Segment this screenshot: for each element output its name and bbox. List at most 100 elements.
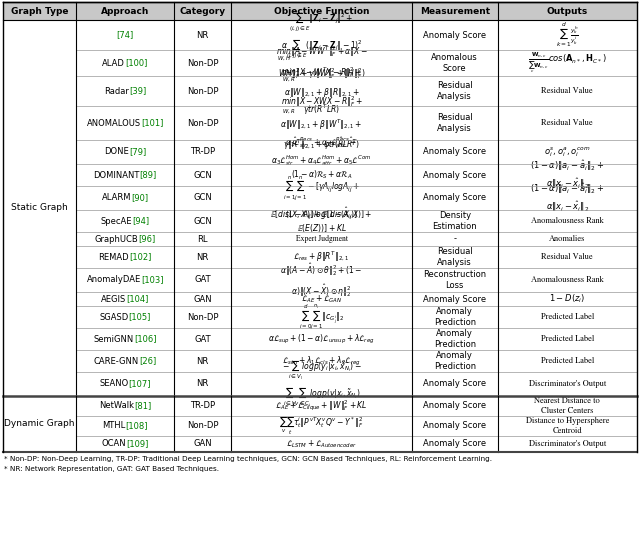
Text: GAT: GAT — [195, 335, 211, 343]
Text: [108]: [108] — [125, 422, 148, 430]
Text: [106]: [106] — [134, 335, 156, 343]
Text: Predicted Label: Predicted Label — [541, 335, 594, 343]
Text: Non-DP: Non-DP — [187, 422, 218, 430]
Text: [81]: [81] — [134, 401, 151, 411]
Text: Anomalies: Anomalies — [549, 235, 586, 243]
Text: [26]: [26] — [139, 356, 156, 366]
Text: ALARM: ALARM — [102, 194, 131, 202]
Text: Non-DP: Non-DP — [187, 59, 218, 67]
Text: [100]: [100] — [125, 59, 148, 67]
Text: Predicted Label: Predicted Label — [541, 313, 594, 321]
Text: TR-DP: TR-DP — [190, 147, 215, 157]
Text: MTHL: MTHL — [102, 422, 125, 430]
Text: $\frac{\mathbf{W}_{n,c}}{\sum_c \mathbf{W}_{n,c}}cos(\mathbf{A}_{n*}, \mathbf{H}: $\frac{\mathbf{W}_{n,c}}{\sum_c \mathbf{… — [528, 51, 607, 76]
Text: Density
Estimation: Density Estimation — [433, 211, 477, 231]
Text: Anomalousness Rank: Anomalousness Rank — [531, 276, 604, 284]
Text: GAN: GAN — [193, 440, 212, 448]
Text: RL: RL — [198, 234, 208, 244]
Text: $o_i^s, o_i^a, o_i^{com}$: $o_i^s, o_i^a, o_i^{com}$ — [544, 145, 591, 159]
Text: GAN: GAN — [193, 294, 212, 304]
Text: GCN: GCN — [193, 194, 212, 202]
Text: -: - — [453, 234, 456, 244]
Text: Residual Value: Residual Value — [541, 87, 593, 95]
Text: $\mathcal{L}_{sim} + \lambda_1\mathcal{L}_{cls} + \lambda_2\mathcal{L}_{reg}$: $\mathcal{L}_{sim} + \lambda_1\mathcal{L… — [282, 355, 361, 368]
Text: Non-DP: Non-DP — [187, 86, 218, 96]
Text: NetWalk: NetWalk — [99, 401, 134, 411]
Text: Anomaly Score: Anomaly Score — [423, 422, 486, 430]
Text: $\underset{W,H}{min}\|A - WW^T\|_F^2 + \alpha\|X -$
$WH\|_F^2 + \gamma(\|W\|_F^2: $\underset{W,H}{min}\|A - WW^T\|_F^2 + \… — [276, 45, 367, 81]
Text: $\underset{W,R}{min}\|X - W^TX - R\|_F^2 +$
$\alpha\|W\|_{2,1} + \beta\|R\|_{2,1: $\underset{W,R}{min}\|X - W^TX - R\|_F^2… — [281, 65, 362, 117]
Text: Static Graph: Static Graph — [11, 203, 68, 213]
Text: CARE-GNN: CARE-GNN — [94, 356, 139, 366]
Text: NR: NR — [196, 30, 209, 40]
Text: TR-DP: TR-DP — [190, 401, 215, 411]
Text: $\sum_{k=1}^{d}\frac{y_k^h}{y_k^i}$: $\sum_{k=1}^{d}\frac{y_k^h}{y_k^i}$ — [556, 21, 579, 50]
Text: $\mathcal{L}_{AE} + \mathcal{L}_{Clique} + \|W\|_F^2 + KL$: $\mathcal{L}_{AE} + \mathcal{L}_{Clique}… — [275, 399, 368, 413]
Text: Discriminator's Output: Discriminator's Output — [529, 380, 606, 388]
Text: $(1-\alpha)\mathcal{R}_S + \alpha\mathcal{R}_A$: $(1-\alpha)\mathcal{R}_S + \alpha\mathca… — [291, 169, 353, 181]
Text: [109]: [109] — [126, 440, 148, 448]
Text: Anomaly Score: Anomaly Score — [423, 380, 486, 388]
Text: Anomaly
Prediction: Anomaly Prediction — [434, 307, 476, 327]
Text: GraphUCB: GraphUCB — [95, 234, 138, 244]
Text: Anomalousness Rank: Anomalousness Rank — [531, 217, 604, 225]
Text: [39]: [39] — [129, 86, 146, 96]
Text: Reconstruction
Loss: Reconstruction Loss — [423, 270, 486, 290]
Text: GCN: GCN — [193, 217, 212, 226]
Text: $\mathbb{E}[dis(X,X)] + \mathbb{E}[dis(X,X)] +$
$\mathbb{E}(E(Z))] + KL$: $\mathbb{E}[dis(X,X)] + \mathbb{E}[dis(X… — [270, 208, 373, 234]
Text: Non-DP: Non-DP — [187, 312, 218, 322]
Text: SpecAE: SpecAE — [100, 217, 132, 226]
Text: DOMINANT: DOMINANT — [93, 170, 140, 180]
Text: SEANO: SEANO — [99, 380, 129, 388]
Text: SemiGNN: SemiGNN — [93, 335, 134, 343]
Text: $\mathcal{L}_{res} + \beta\|R^T\|_{2,1}$: $\mathcal{L}_{res} + \beta\|R^T\|_{2,1}$ — [293, 250, 349, 264]
Text: Residual
Analysis: Residual Analysis — [437, 81, 472, 101]
Text: Predicted Label: Predicted Label — [541, 357, 594, 365]
Text: [89]: [89] — [140, 170, 157, 180]
Text: [94]: [94] — [132, 217, 149, 226]
Text: AEGIS: AEGIS — [101, 294, 127, 304]
Text: Anomaly Score: Anomaly Score — [423, 401, 486, 411]
Text: Graph Type: Graph Type — [11, 7, 68, 15]
Text: Residual
Analysis: Residual Analysis — [437, 113, 472, 133]
Text: [79]: [79] — [129, 147, 146, 157]
Text: Anomaly Score: Anomaly Score — [423, 147, 486, 157]
Text: $\mathcal{L}_{LSTM} + \mathcal{L}_{Autoencoder}$: $\mathcal{L}_{LSTM} + \mathcal{L}_{Autoe… — [286, 438, 357, 450]
Text: $\alpha_1\mathcal{L}_{str}^{Recs} + \alpha_2\mathcal{L}_{attr}^{Recs} +$
$\alpha: $\alpha_1\mathcal{L}_{str}^{Recs} + \alp… — [271, 135, 372, 169]
Text: NR: NR — [196, 252, 209, 262]
Text: ALAD: ALAD — [102, 59, 125, 67]
Text: $\alpha\|(A - \hat{A})\odot\theta\|_2^2 + (1-$
$\alpha)\|(X - \hat{X})\odot\eta\: $\alpha\|(A - \hat{A})\odot\theta\|_2^2 … — [280, 261, 363, 299]
Text: $\sum_{i=0}^{d}\sum_{j=1}^{n_i}\|c_{G_j^i}\|_2$: $\sum_{i=0}^{d}\sum_{j=1}^{n_i}\|c_{G_j^… — [299, 302, 344, 332]
Text: Distance to Hypersphere
Centroid: Distance to Hypersphere Centroid — [525, 417, 609, 435]
Text: NR: NR — [196, 356, 209, 366]
Text: $\mathcal{L}_{AE} + \mathcal{L}_{GAN}$: $\mathcal{L}_{AE} + \mathcal{L}_{GAN}$ — [301, 293, 342, 305]
Text: Discriminator's Output: Discriminator's Output — [529, 440, 606, 448]
Text: Anomaly Score: Anomaly Score — [423, 440, 486, 448]
Text: ANOMALOUS: ANOMALOUS — [87, 119, 141, 127]
Text: Dynamic Graph: Dynamic Graph — [4, 419, 75, 429]
Text: [96]: [96] — [138, 234, 156, 244]
Text: Anomaly
Prediction: Anomaly Prediction — [434, 351, 476, 371]
Text: Non-DP: Non-DP — [187, 119, 218, 127]
Text: AnomalyDAE: AnomalyDAE — [86, 275, 141, 285]
Text: Anomaly
Prediction: Anomaly Prediction — [434, 329, 476, 349]
Text: Radar: Radar — [104, 86, 129, 96]
Text: SGASD: SGASD — [99, 312, 129, 322]
Text: Approach: Approach — [101, 7, 149, 15]
Text: * Non-DP: Non-Deep Learning, TR-DP: Traditional Deep Learning techniques, GCN: G: * Non-DP: Non-Deep Learning, TR-DP: Trad… — [4, 456, 492, 462]
Text: Anomaly Score: Anomaly Score — [423, 30, 486, 40]
Text: $-\sum_{i\in V_l}logp(y_i|x_i,\tilde{x}_{N_i}) -$
$\sum_{i\in V}\sum_{v\in C_i}l: $-\sum_{i\in V_l}logp(y_i|x_i,\tilde{x}_… — [282, 359, 362, 409]
Text: $\underset{W,\hat{R}}{min}\|X - XWX - R\|_F^2 +$
$\alpha\|W\|_{2,1} + \beta\|W^T: $\underset{W,\hat{R}}{min}\|X - XWX - R\… — [280, 94, 363, 152]
Text: $\alpha\mathcal{L}_{sup} + (1-\alpha)\mathcal{L}_{unsup} + \lambda\mathcal{L}_{r: $\alpha\mathcal{L}_{sup} + (1-\alpha)\ma… — [268, 332, 375, 345]
Text: REMAD: REMAD — [99, 252, 129, 262]
Text: [104]: [104] — [127, 294, 149, 304]
Text: Objective Function: Objective Function — [274, 7, 369, 15]
Text: Anomaly Score: Anomaly Score — [423, 194, 486, 202]
Text: [102]: [102] — [129, 252, 152, 262]
Text: [103]: [103] — [141, 275, 163, 285]
Text: $(1-\alpha)\|a_i - \hat{a}_i\|_2 +$
$\alpha\|x_i - \hat{x}_i\|_2$: $(1-\alpha)\|a_i - \hat{a}_i\|_2 +$ $\al… — [530, 159, 604, 191]
Text: Residual Value: Residual Value — [541, 253, 593, 261]
Text: Anomaly Score: Anomaly Score — [423, 294, 486, 304]
Text: $(1-\alpha)\|a_i - \hat{a}_i\|_2 +$
$\alpha\|x_i - \hat{x}_i\|_2$: $(1-\alpha)\|a_i - \hat{a}_i\|_2 +$ $\al… — [530, 182, 604, 214]
Text: $\sum_{i=1}^{n}\sum_{j=1}^{n}-[\gamma A_{ij}logA_{ij} +$
$(1 - A_{ij})log(1 - \h: $\sum_{i=1}^{n}\sum_{j=1}^{n}-[\gamma A_… — [283, 174, 360, 222]
